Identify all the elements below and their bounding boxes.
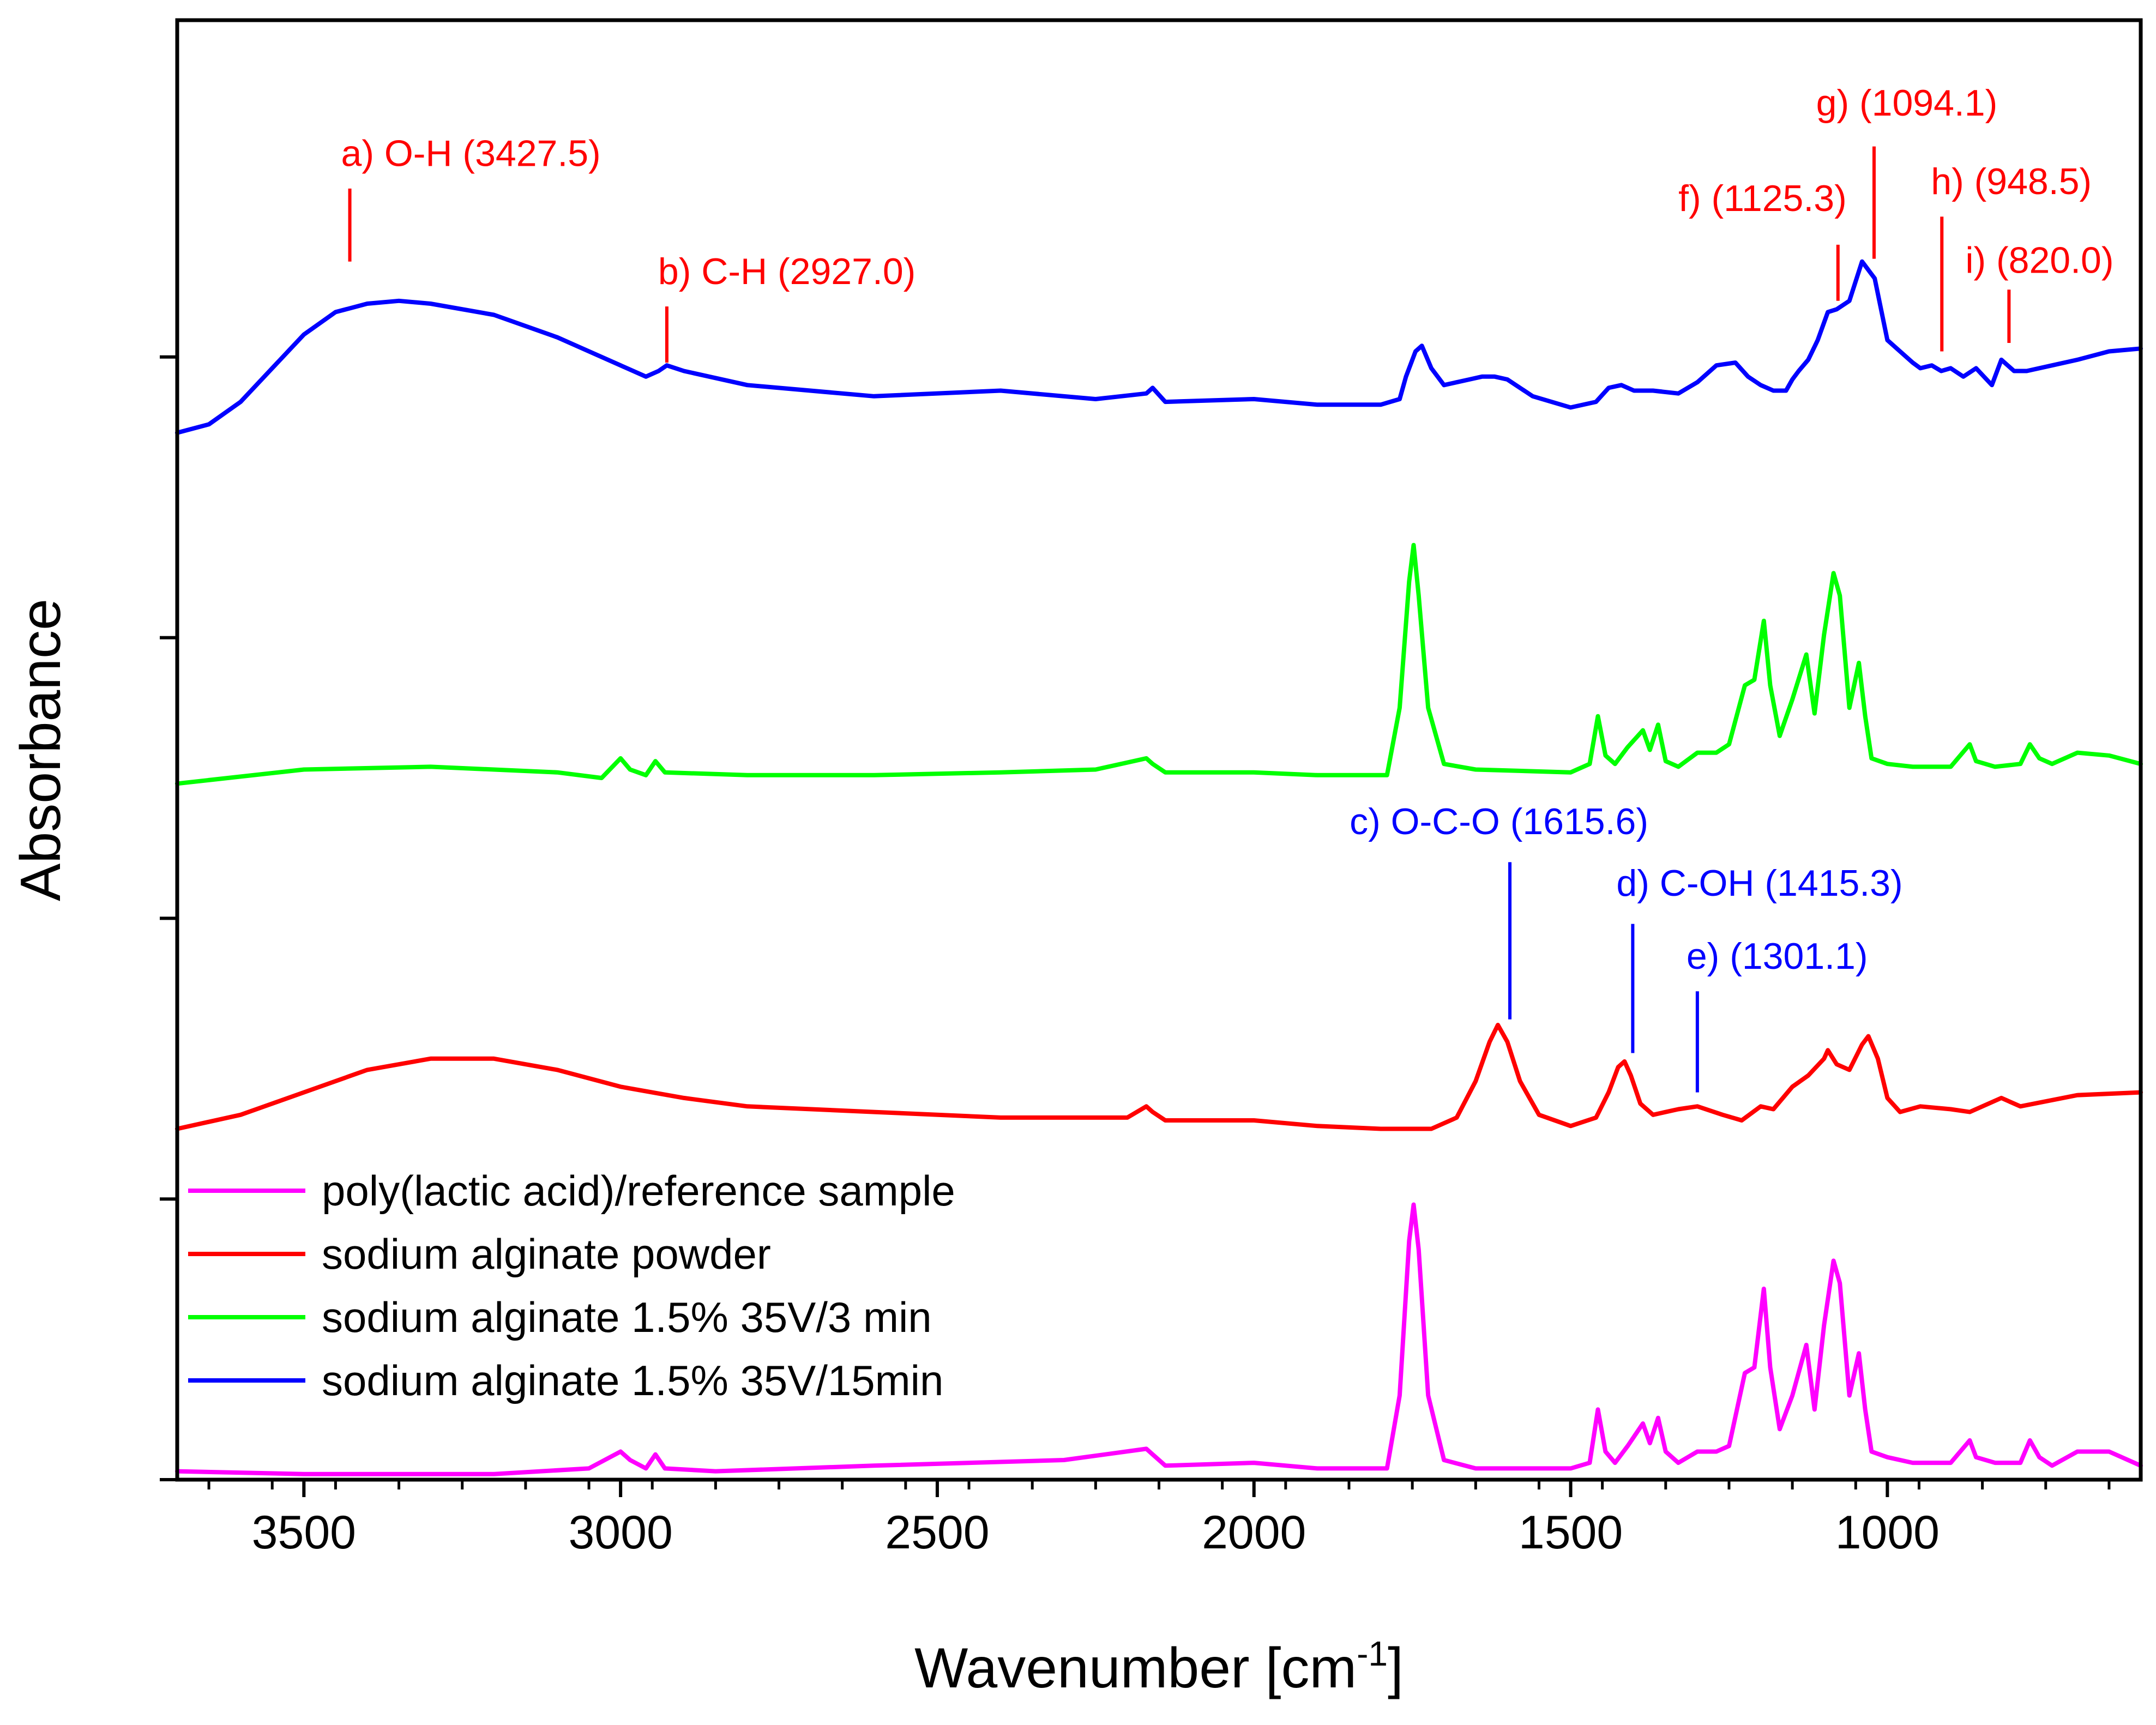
series-line-2 — [175, 542, 2143, 786]
x-axis-title: Wavenumber [cm-1] — [914, 1634, 1404, 1700]
x-axis-title-end: ] — [1388, 1637, 1404, 1700]
legend-label-3: sodium alginate 1.5% 35V/15min — [322, 1356, 943, 1404]
x-axis-title-main: Wavenumber [cm — [914, 1637, 1357, 1700]
series-line-1 — [175, 1023, 2143, 1131]
x-tick-label-2: 2500 — [885, 1506, 989, 1559]
x-tick-label-4: 1500 — [1519, 1506, 1623, 1559]
tick-layer: 3500 3000 2500 2000 1500 1000 — [160, 355, 2111, 1559]
series-line-0 — [175, 1202, 2143, 1476]
legend-label-0: poly(lactic acid)/reference sample — [322, 1167, 955, 1215]
x-axis-title-sup: -1 — [1357, 1634, 1388, 1673]
annotation-label-2: f) (1125.3) — [1678, 178, 1847, 219]
x-tick-label-3: 2000 — [1202, 1506, 1306, 1559]
x-tick-label-0: 3500 — [252, 1506, 356, 1559]
legend-label-2: sodium alginate 1.5% 35V/3 min — [322, 1293, 932, 1341]
legend: poly(lactic acid)/reference sample sodiu… — [188, 1167, 955, 1404]
annotation-label-5: i) (820.0) — [1965, 239, 2113, 281]
y-axis-title: Absorbance — [9, 599, 73, 901]
annotation-label-3: g) (1094.1) — [1816, 82, 1998, 124]
x-tick-label-1: 3000 — [568, 1506, 672, 1559]
series-line-3 — [175, 259, 2143, 435]
x-tick-label-5: 1000 — [1835, 1506, 1940, 1559]
annotation-label-8: e) (1301.1) — [1687, 936, 1868, 977]
legend-label-1: sodium alginate powder — [322, 1230, 771, 1278]
annotation-label-1: b) C-H (2927.0) — [658, 251, 916, 292]
annotation-label-7: d) C-OH (1415.3) — [1616, 862, 1902, 904]
annotations-layer: a) O-H (3427.5) b) C-H (2927.0) f) (1125.3… — [341, 82, 2113, 1093]
series-layer — [175, 259, 2143, 1476]
annotation-label-4: h) (948.5) — [1931, 161, 2092, 202]
annotation-label-6: c) O-C-O (1615.6) — [1350, 801, 1648, 842]
annotation-label-0: a) O-H (3427.5) — [341, 133, 601, 174]
